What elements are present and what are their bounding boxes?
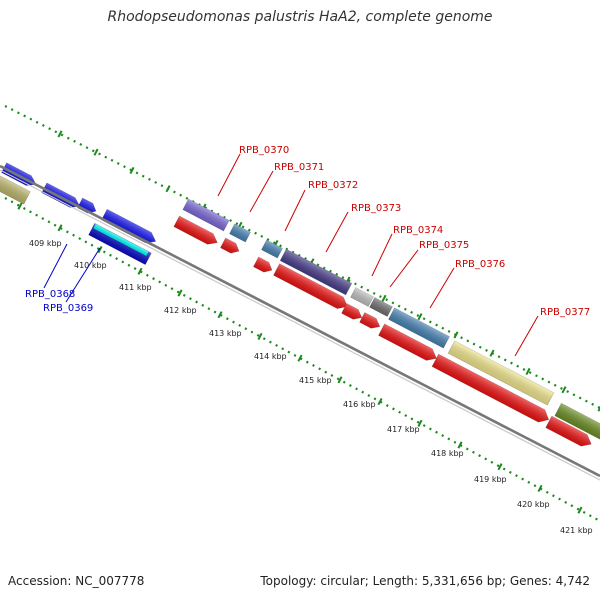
- gene-label-rpb-0372[interactable]: RPB_0372: [308, 180, 358, 191]
- kbp-label: 421 kbp: [560, 526, 593, 535]
- major-tick: [381, 294, 387, 302]
- gene-feature-khaki[interactable]: [447, 340, 555, 406]
- major-tick-marks: [17, 130, 600, 514]
- major-tick: [453, 331, 459, 339]
- major-tick: [177, 289, 183, 297]
- gene-feature-cyan[interactable]: [92, 223, 150, 257]
- gene-feature-red-4[interactable]: [273, 263, 351, 313]
- gene-label-rpb-0371[interactable]: RPB_0371: [274, 162, 324, 173]
- gene-feature-red-7[interactable]: [378, 323, 440, 364]
- accession-text: Accession: NC_007778: [8, 574, 145, 588]
- major-tick: [57, 224, 63, 232]
- gene-feature-red-1[interactable]: [173, 215, 220, 248]
- kbp-label: 419 kbp: [474, 475, 507, 484]
- major-tick: [417, 419, 423, 427]
- gene-label-rpb-0368[interactable]: RPB_0368: [25, 289, 75, 300]
- kbp-scale-labels: 409 kbp 410 kbp 411 kbp 412 kbp 413 kbp …: [29, 239, 593, 535]
- gene-feature-red-6[interactable]: [359, 312, 383, 331]
- major-tick: [377, 398, 383, 406]
- gene-labels: RPB_0368 RPB_0369 RPB_0370 RPB_0371 RPB_…: [25, 145, 590, 318]
- genome-backbone-outer: [0, 164, 600, 478]
- major-tick: [129, 166, 135, 175]
- major-tick: [165, 185, 171, 193]
- gene-feature-purple[interactable]: [279, 248, 353, 296]
- major-tick: [257, 332, 263, 340]
- kbp-label: 420 kbp: [517, 500, 550, 509]
- gene-feature-darkgray[interactable]: [369, 297, 393, 317]
- gene-feature-red-3[interactable]: [253, 256, 274, 275]
- gene-feature-steel-2[interactable]: [261, 239, 283, 259]
- gene-label-rpb-0377[interactable]: RPB_0377: [540, 307, 590, 318]
- genome-backbone-inner: [0, 169, 600, 481]
- gene-feature-red-8[interactable]: [431, 353, 552, 426]
- major-tick: [297, 354, 303, 362]
- gene-label-rpb-0376[interactable]: RPB_0376: [455, 259, 505, 270]
- major-tick: [137, 267, 143, 275]
- major-tick: [561, 386, 567, 394]
- major-tick: [457, 441, 463, 449]
- gene-feature-red-2[interactable]: [220, 237, 241, 256]
- kbp-label: 415 kbp: [299, 376, 332, 385]
- major-tick: [417, 313, 423, 321]
- kbp-label: 416 kbp: [343, 400, 376, 409]
- gene-label-rpb-0373[interactable]: RPB_0373: [351, 203, 401, 214]
- major-tick: [489, 349, 495, 357]
- gene-feature-steel-3[interactable]: [388, 307, 450, 349]
- kbp-label: 413 kbp: [209, 329, 242, 338]
- major-tick: [57, 130, 63, 138]
- major-tick: [537, 484, 543, 492]
- gene-feature-red-9[interactable]: [545, 415, 595, 450]
- inner-tick-track: [4, 197, 600, 522]
- kbp-label: 412 kbp: [164, 306, 197, 315]
- kbp-label: 417 kbp: [387, 425, 420, 434]
- kbp-label: 418 kbp: [431, 449, 464, 458]
- gene-feature-olive-left[interactable]: [0, 175, 31, 205]
- gene-feature-steel-1[interactable]: [229, 223, 251, 243]
- major-tick: [577, 506, 583, 514]
- kbp-label: 410 kbp: [74, 261, 107, 270]
- gene-feature-olive-right[interactable]: [554, 402, 600, 442]
- major-tick: [525, 367, 531, 376]
- kbp-label: 411 kbp: [119, 283, 152, 292]
- gene-label-rpb-0374[interactable]: RPB_0374: [393, 225, 443, 236]
- topology-summary: Topology: circular; Length: 5,331,656 bp…: [260, 574, 590, 588]
- gene-feature-lightgray[interactable]: [350, 287, 374, 307]
- label-callouts: [43, 153, 539, 357]
- gene-feature-violet[interactable]: [182, 198, 230, 232]
- major-tick: [217, 311, 223, 319]
- major-tick: [497, 463, 503, 471]
- gene-label-rpb-0369[interactable]: RPB_0369: [43, 303, 93, 314]
- major-tick: [597, 405, 600, 412]
- kbp-label: 414 kbp: [254, 352, 287, 361]
- major-tick: [17, 202, 23, 210]
- major-tick: [97, 246, 103, 254]
- gene-label-rpb-0370[interactable]: RPB_0370: [239, 145, 289, 156]
- gene-label-rpb-0375[interactable]: RPB_0375: [419, 240, 469, 251]
- gene-feature-red-5[interactable]: [341, 303, 365, 322]
- kbp-label: 409 kbp: [29, 239, 62, 248]
- major-tick: [337, 376, 343, 384]
- major-tick: [93, 148, 99, 156]
- genome-title: Rhodopseudomonas palustris HaA2, complet…: [107, 9, 493, 25]
